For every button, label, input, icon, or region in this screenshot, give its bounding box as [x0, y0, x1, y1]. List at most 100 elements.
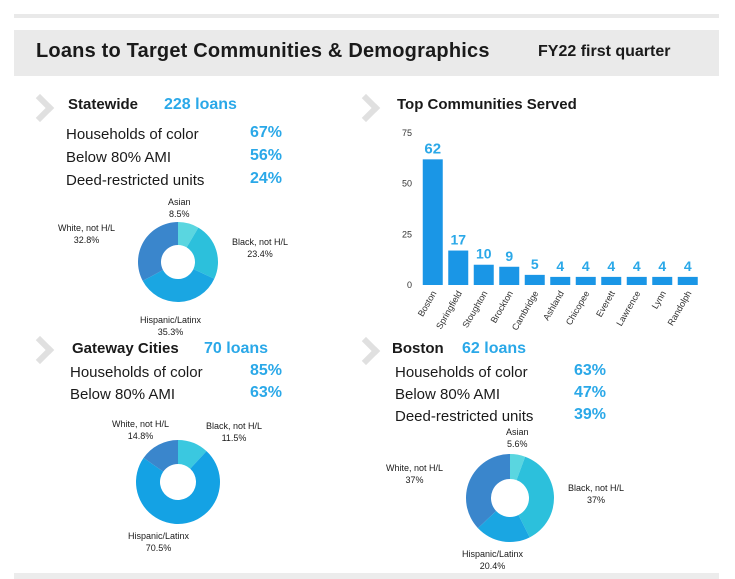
donut-slice: [138, 222, 178, 281]
slice-pct: 37%: [587, 495, 606, 505]
bar-value-label: 62: [424, 140, 441, 157]
gateway-stat-label: Households of color: [70, 364, 203, 381]
statewide-count: 228 loans: [164, 96, 237, 113]
slice-label: Hispanic/Latinx: [140, 315, 202, 325]
slice-pct: 70.5%: [145, 543, 172, 553]
page-subtitle: FY22 first quarter: [538, 43, 671, 60]
donut-slice: [510, 454, 526, 481]
bar-value-label: 4: [556, 258, 564, 274]
slice-label: White, not H/L: [112, 419, 170, 429]
donut-slice: [178, 222, 199, 248]
statewide-donut-chart: [138, 222, 218, 302]
statewide-stat-value: 56%: [250, 147, 283, 164]
donut-label: White, not H/L 37%: [386, 462, 443, 486]
slice-label: Asian: [506, 427, 529, 437]
gateway-donut-chart: [136, 440, 220, 524]
donut-label: White, not H/L 14.8%: [112, 418, 169, 442]
page-title: Loans to Target Communities & Demographi…: [36, 40, 490, 62]
donut-label: Black, not H/L 37%: [568, 482, 624, 506]
boston-title: Boston: [392, 340, 444, 357]
statewide-stat-value: 67%: [250, 124, 283, 141]
statewide-stat-label: Deed-restricted units: [66, 172, 205, 189]
donut-slice: [516, 456, 554, 538]
slice-label: White, not H/L: [58, 223, 116, 233]
bar-value-label: 10: [476, 246, 492, 262]
slice-label: Hispanic/Latinx: [462, 549, 524, 559]
x-tick-label: Everett: [594, 289, 617, 319]
slice-pct: 11.5%: [221, 433, 247, 443]
slice-pct: 23.4%: [247, 249, 273, 259]
gateway-count: 70 loans: [204, 340, 269, 357]
bar: [677, 276, 698, 285]
bar: [575, 276, 596, 285]
statewide-stat-label: Below 80% AMI: [66, 149, 172, 166]
donut-label: White, not H/L 32.8%: [58, 222, 115, 246]
slice-pct: 20.4%: [479, 561, 506, 571]
bar: [626, 276, 647, 285]
statewide-stat-value: 24%: [250, 170, 283, 187]
donut-slice: [186, 227, 218, 279]
statewide-stat-label: Households of color: [66, 126, 199, 143]
x-tick-label: Cambridge: [510, 289, 541, 332]
slice-pct: 37%: [405, 475, 424, 485]
bar-value-label: 4: [607, 258, 615, 274]
bar: [448, 250, 469, 285]
slice-label: Black, not H/L: [568, 483, 625, 493]
x-tick-label: Boston: [416, 289, 439, 318]
infographic-frame: [14, 14, 719, 579]
slice-pct: 35.3%: [157, 327, 184, 337]
x-tick-label: Lynn: [650, 289, 668, 311]
x-tick-label: Lawrence: [614, 289, 642, 328]
donut-slice: [466, 454, 510, 529]
boston-stat-value: 39%: [574, 406, 607, 423]
bar: [550, 276, 571, 285]
donut-label: Asian 5.6%: [506, 426, 529, 450]
donut-label: Black, not H/L 23.4%: [232, 236, 288, 260]
boston-donut-chart: [466, 454, 554, 542]
slice-pct: 5.6%: [507, 439, 528, 449]
y-tick-label: 75: [402, 128, 412, 138]
slice-label: Black, not H/L: [206, 421, 263, 431]
donut-slice: [178, 440, 207, 469]
slice-pct: 8.5%: [169, 209, 190, 219]
donut-label: Hispanic/Latinx 70.5%: [128, 530, 189, 554]
x-tick-label: Brockton: [489, 289, 515, 325]
statewide-title: Statewide: [68, 96, 139, 113]
bar-value-label: 5: [531, 256, 539, 272]
gateway-stat-label: Below 80% AMI: [70, 386, 176, 403]
gateway-stat-value: 63%: [250, 384, 283, 401]
bar-value-label: 4: [684, 258, 692, 274]
gateway-stat-value: 85%: [250, 362, 283, 379]
donut-slice: [143, 440, 178, 472]
header-banner: Loans to Target Communities & Demographi…: [14, 30, 719, 76]
slice-pct: 32.8%: [73, 235, 100, 245]
donut-slice: [136, 451, 220, 524]
bar: [652, 276, 673, 285]
gateway-title: Gateway Cities: [72, 340, 179, 357]
boston-count: 62 loans: [462, 340, 527, 357]
x-tick-label: Stoughton: [460, 289, 489, 330]
y-tick-label: 50: [402, 179, 412, 189]
slice-label: Hispanic/Latinx: [128, 531, 190, 541]
y-tick-label: 0: [407, 280, 412, 290]
bar-value-label: 4: [582, 258, 590, 274]
bar-value-label: 4: [633, 258, 641, 274]
donut-label: Hispanic/Latinx 20.4%: [462, 548, 523, 572]
bar: [422, 159, 443, 285]
x-tick-label: Chicopee: [564, 289, 592, 327]
donut-label: Black, not H/L 11.5%: [206, 420, 262, 444]
bar-value-label: 4: [658, 258, 666, 274]
donut-label: Asian 8.5%: [168, 196, 191, 220]
y-tick-label: 25: [402, 229, 412, 239]
donut-slice: [142, 269, 215, 302]
x-tick-label: Randolph: [666, 289, 694, 327]
bar: [473, 264, 494, 285]
bar-chart-title: Top Communities Served: [397, 96, 577, 113]
bar: [499, 266, 520, 285]
x-tick-label: Ashland: [541, 289, 566, 322]
bar-value-label: 17: [450, 232, 466, 248]
boston-stat-label: Deed-restricted units: [395, 408, 534, 425]
bar-value-label: 9: [505, 248, 513, 264]
boston-stat-value: 47%: [574, 384, 607, 401]
slice-label: White, not H/L: [386, 463, 444, 473]
